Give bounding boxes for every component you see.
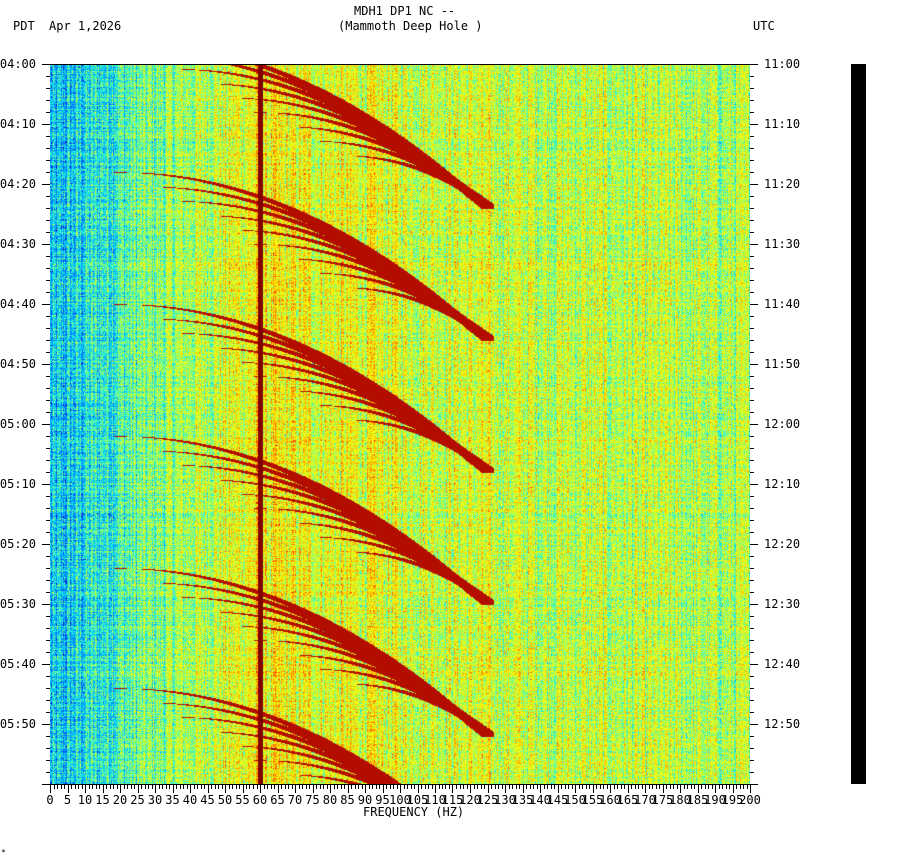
x-tick-label: 10 — [77, 793, 93, 807]
y-left-tick-label: 04:10 — [0, 117, 36, 131]
x-tick-label: 180 — [669, 793, 691, 807]
left-timezone-label: PDT — [13, 19, 35, 33]
x-tick-label: 25 — [130, 793, 145, 807]
x-tick-label: 50 — [217, 793, 233, 807]
x-tick-label: 85 — [340, 793, 355, 807]
y-left-tick-label: 05:20 — [0, 537, 36, 551]
chart-subtitle: (Mammoth Deep Hole ) — [338, 19, 483, 33]
x-tick-label: 110 — [424, 793, 446, 807]
y-left-tick-label: 05:00 — [0, 417, 36, 431]
y-right-tick-label: 12:50 — [764, 717, 801, 731]
x-tick-label: 65 — [270, 793, 285, 807]
x-tick-label: 35 — [165, 793, 180, 807]
amplitude-bar — [851, 64, 866, 784]
x-tick-label: 145 — [546, 793, 569, 807]
y-right-tick-label: 12:30 — [764, 597, 801, 611]
x-tick-label: 150 — [564, 793, 586, 807]
date-label: Apr 1,2026 — [49, 19, 122, 33]
x-axis-label: FREQUENCY (HZ) — [363, 805, 465, 819]
x-tick-label: 80 — [322, 793, 338, 807]
chart-title: MDH1 DP1 NC -- — [354, 4, 456, 18]
y-right-tick-label: 11:10 — [764, 117, 801, 131]
x-tick-label: 160 — [599, 793, 621, 807]
x-tick-label: 100 — [389, 793, 411, 807]
x-tick-label: 90 — [357, 793, 373, 807]
x-tick-label: 55 — [235, 793, 250, 807]
x-tick-label: 140 — [529, 793, 551, 807]
y-right-tick-label: 11:50 — [764, 357, 801, 371]
y-left-tick-label: 05:10 — [0, 477, 36, 491]
x-tick-label: 0 — [46, 793, 54, 807]
y-left-tick-label: 05:30 — [0, 597, 36, 611]
x-tick-label: 105 — [406, 793, 429, 807]
y-left-tick-label: 04:00 — [0, 57, 36, 71]
spectrogram-heatmap — [50, 64, 750, 784]
x-tick-label: 5 — [63, 793, 72, 807]
y-right-tick-label: 11:30 — [764, 237, 801, 251]
y-right-tick-label: 12:20 — [764, 537, 801, 551]
x-tick-label: 120 — [459, 793, 481, 807]
x-tick-label: 20 — [112, 793, 128, 807]
footer-mark: * — [1, 848, 6, 857]
x-tick-label: 200 — [739, 793, 761, 807]
y-left-tick-label: 04:50 — [0, 357, 36, 371]
y-left-tick-label: 04:40 — [0, 297, 36, 311]
x-tick-label: 170 — [634, 793, 656, 807]
y-right-tick-label: 11:00 — [764, 57, 801, 71]
x-tick-label: 165 — [616, 793, 639, 807]
x-tick-label: 130 — [494, 793, 516, 807]
y-left-tick-label: 05:50 — [0, 717, 36, 731]
y-right-tick-label: 12:00 — [764, 417, 801, 431]
y-right-tick-label: 12:10 — [764, 477, 801, 491]
x-tick-label: 30 — [147, 793, 163, 807]
y-right-tick-label: 11:20 — [764, 177, 801, 191]
x-tick-label: 45 — [200, 793, 215, 807]
x-tick-label: 195 — [721, 793, 744, 807]
y-right-tick-label: 11:40 — [764, 297, 801, 311]
x-tick-label: 95 — [375, 793, 390, 807]
x-tick-label: 115 — [441, 793, 464, 807]
y-left-tick-label: 04:30 — [0, 237, 36, 251]
y-left-tick-label: 04:20 — [0, 177, 36, 191]
x-tick-label: 135 — [511, 793, 534, 807]
x-tick-label: 155 — [581, 793, 604, 807]
x-tick-label: 175 — [651, 793, 674, 807]
x-tick-label: 75 — [305, 793, 320, 807]
x-tick-label: 15 — [95, 793, 110, 807]
right-timezone-label: UTC — [753, 19, 775, 33]
x-tick-label: 185 — [686, 793, 709, 807]
y-right-tick-label: 12:40 — [764, 657, 801, 671]
x-tick-label: 40 — [182, 793, 198, 807]
x-tick-label: 70 — [287, 793, 303, 807]
x-tick-label: 125 — [476, 793, 499, 807]
y-left-tick-label: 05:40 — [0, 657, 36, 671]
x-tick-label: 60 — [252, 793, 268, 807]
x-tick-label: 190 — [704, 793, 726, 807]
